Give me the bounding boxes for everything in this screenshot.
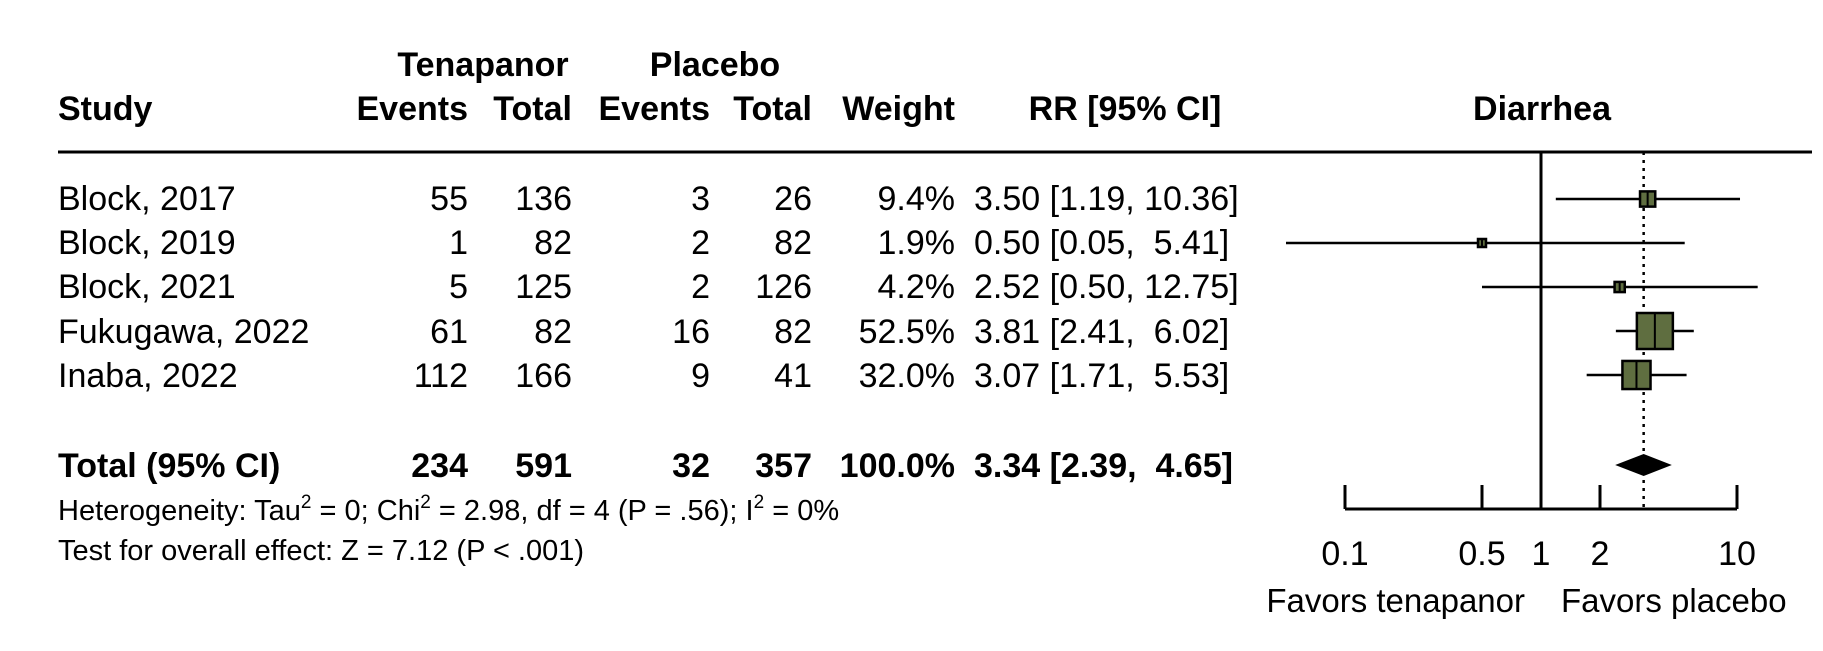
row-placebo-total: 126 xyxy=(755,268,812,306)
row-placebo-events: 16 xyxy=(672,313,710,351)
row-placebo-total: 41 xyxy=(774,357,812,395)
row-weight: 4.2% xyxy=(878,268,956,306)
row-placebo-events: 2 xyxy=(691,268,710,306)
favors-placebo-label: Favors placebo xyxy=(1561,582,1787,619)
table-row: Fukugawa, 2022 61 82 16 82 52.5% 3.81 [2… xyxy=(58,313,1229,351)
table-row: Block, 2021 5 125 2 126 4.2% 2.52 [0.50,… xyxy=(58,268,1239,306)
x-axis-tick-label: 1 xyxy=(1532,535,1551,573)
plot-title: Diarrhea xyxy=(1473,90,1612,128)
row-rr-ci: 3.81 [2.41, 6.02] xyxy=(974,313,1229,351)
total-weight: 100.0% xyxy=(840,447,955,485)
total-row: Total (95% CI) 234 591 32 357 100.0% 3.3… xyxy=(58,447,1233,485)
row-placebo-events: 3 xyxy=(691,180,710,218)
row-tenapanor-events: 61 xyxy=(430,313,468,351)
table-row: Block, 2019 1 82 2 82 1.9% 0.50 [0.05, 5… xyxy=(58,224,1229,262)
total-tenapanor-total: 591 xyxy=(515,447,572,485)
row-placebo-total: 82 xyxy=(774,313,812,351)
total-rr-ci: 3.34 [2.39, 4.65] xyxy=(974,447,1233,485)
table-row: Block, 2017 55 136 3 26 9.4% 3.50 [1.19,… xyxy=(58,180,1239,218)
forest-plot-area: 0.1 0.5 1 2 10 xyxy=(1285,152,1758,573)
row-placebo-total: 82 xyxy=(774,224,812,262)
header-tenapanor: Tenapanor xyxy=(397,46,568,84)
row-tenapanor-events: 5 xyxy=(449,268,468,306)
overall-effect-text: Test for overall effect: Z = 7.12 (P < .… xyxy=(58,535,584,567)
row-weight: 52.5% xyxy=(859,313,955,351)
row-tenapanor-total: 125 xyxy=(515,268,572,306)
total-placebo-events: 32 xyxy=(672,447,710,485)
header-placebo: Placebo xyxy=(650,46,780,84)
header-tenapanor-total: Total xyxy=(493,90,572,128)
header-rr-ci: RR [95% CI] xyxy=(1029,90,1222,128)
row-tenapanor-events: 112 xyxy=(414,357,468,395)
row-tenapanor-total: 82 xyxy=(534,224,572,262)
row-study: Block, 2019 xyxy=(58,224,236,262)
header-placebo-total: Total xyxy=(733,90,812,128)
row-study: Fukugawa, 2022 xyxy=(58,313,309,351)
row-rr-ci: 3.07 [1.71, 5.53] xyxy=(974,357,1229,395)
header-study: Study xyxy=(58,90,153,128)
x-axis-tick-label: 10 xyxy=(1718,535,1756,573)
table-row: Inaba, 2022 112 166 9 41 32.0% 3.07 [1.7… xyxy=(58,357,1229,395)
row-rr-ci: 3.50 [1.19, 10.36] xyxy=(974,180,1239,218)
favors-tenapanor-label: Favors tenapanor xyxy=(1266,582,1525,619)
row-tenapanor-events: 1 xyxy=(449,224,468,262)
row-rr-ci: 0.50 [0.05, 5.41] xyxy=(974,224,1229,262)
x-axis-tick-label: 0.1 xyxy=(1321,535,1368,573)
header-tenapanor-events: Events xyxy=(357,90,469,128)
row-weight: 9.4% xyxy=(878,180,956,218)
total-placebo-total: 357 xyxy=(755,447,812,485)
row-placebo-events: 2 xyxy=(691,224,710,262)
pooled-diamond xyxy=(1615,454,1672,476)
total-label: Total (95% CI) xyxy=(58,447,280,485)
row-tenapanor-events: 55 xyxy=(430,180,468,218)
header-weight: Weight xyxy=(842,90,955,128)
row-weight: 32.0% xyxy=(859,357,955,395)
row-rr-ci: 2.52 [0.50, 12.75] xyxy=(974,268,1239,306)
row-placebo-total: 26 xyxy=(774,180,812,218)
row-weight: 1.9% xyxy=(878,224,956,262)
row-tenapanor-total: 136 xyxy=(515,180,572,218)
x-axis-tick-label: 0.5 xyxy=(1458,535,1505,573)
header-placebo-events: Events xyxy=(599,90,711,128)
heterogeneity-text: Heterogeneity: Tau2 = 0; Chi2 = 2.98, df… xyxy=(58,492,839,527)
row-tenapanor-total: 82 xyxy=(534,313,572,351)
row-tenapanor-total: 166 xyxy=(515,357,572,395)
row-study: Block, 2017 xyxy=(58,180,236,218)
row-study: Inaba, 2022 xyxy=(58,357,238,395)
x-axis-tick-label: 2 xyxy=(1591,535,1610,573)
row-study: Block, 2021 xyxy=(58,268,236,306)
row-placebo-events: 9 xyxy=(691,357,710,395)
total-tenapanor-events: 234 xyxy=(411,447,468,485)
